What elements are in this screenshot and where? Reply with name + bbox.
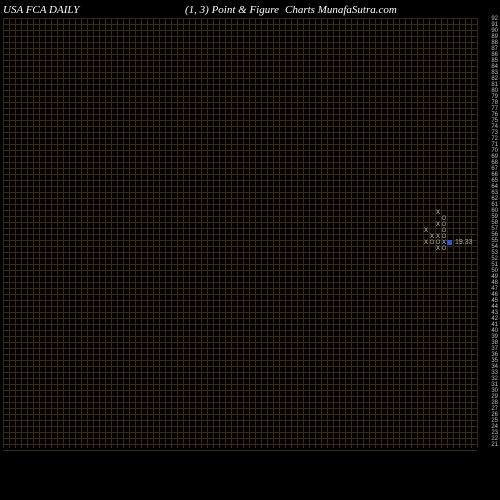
- chart-header: USA FCA DAILY (1, 3) Point & Figure Char…: [0, 4, 500, 18]
- current-price-marker: [447, 240, 452, 245]
- pnf-o-mark: O: [441, 246, 447, 252]
- chart-symbol: USA FCA DAILY: [3, 4, 79, 16]
- grid-row: [3, 450, 477, 451]
- y-axis: 9291908988878685848382818079787776757473…: [478, 18, 498, 448]
- point-figure-marks: XXXOXXXXOOOOOOX19.33: [3, 18, 477, 448]
- y-axis-label: 21: [478, 442, 498, 448]
- chart-source: Charts MunafaSutra.com: [285, 4, 397, 16]
- chart-params: (1, 3) Point & Figure: [185, 4, 279, 16]
- current-price-label: 19.33: [455, 239, 473, 246]
